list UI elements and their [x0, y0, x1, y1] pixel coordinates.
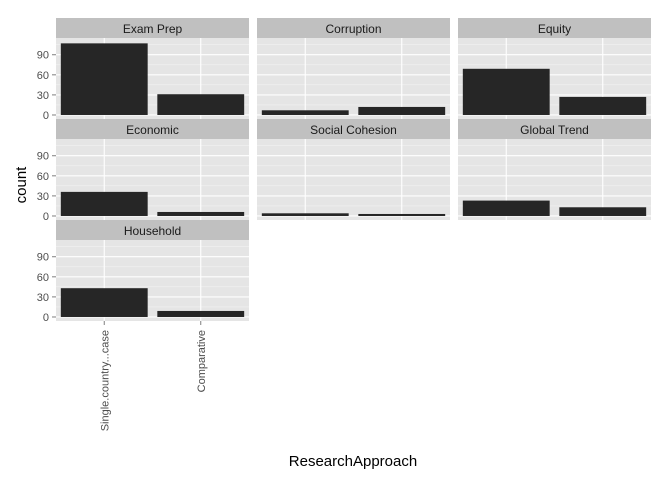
y-tick-label: 30: [37, 90, 49, 102]
y-tick-label: 90: [37, 151, 49, 163]
facet-panel: Economic 0 30 60 90: [37, 119, 249, 223]
bar: [60, 43, 148, 115]
facet-strip-label: Social Cohesion: [310, 123, 397, 137]
y-tick-label: 0: [43, 110, 49, 122]
facet-strip-label: Exam Prep: [123, 22, 183, 36]
y-tick-label: 30: [37, 191, 49, 203]
facet-panel: Corruption: [257, 18, 450, 119]
y-tick-label: 60: [37, 70, 49, 82]
facet-strip: [56, 119, 249, 139]
facet-strip-label: Global Trend: [520, 123, 589, 137]
facet-strip-label: Equity: [538, 22, 571, 36]
bar: [157, 211, 245, 216]
bar: [157, 310, 245, 317]
x-axis: Single.country...case Comparative: [99, 321, 208, 431]
bar: [559, 207, 647, 216]
y-tick-label: 30: [37, 292, 49, 304]
facet-strip: [56, 18, 249, 38]
bar: [462, 200, 550, 216]
bar: [157, 94, 245, 115]
facet-strip: [56, 220, 249, 240]
y-tick-label: 0: [43, 312, 49, 324]
bar: [60, 191, 148, 216]
x-tick-label: Comparative: [196, 330, 208, 392]
facet-strip: [257, 119, 450, 139]
facet-panel: Exam Prep 0 30 60 90: [37, 18, 249, 122]
facet-panel: Global Trend: [458, 119, 651, 220]
bar: [261, 213, 349, 216]
facet-panel: Household 0 30 60 90: [37, 220, 249, 324]
x-tick-label: Single.country...case: [99, 330, 111, 431]
facet-strip: [458, 119, 651, 139]
bar: [358, 106, 446, 115]
facet-panel: Social Cohesion: [257, 119, 450, 220]
bar: [559, 96, 647, 115]
facet-strip: [458, 18, 651, 38]
facet-strip-label: Economic: [126, 123, 179, 137]
y-tick-label: 90: [37, 252, 49, 264]
panel-background: [257, 38, 450, 119]
y-tick-label: 0: [43, 211, 49, 223]
y-tick-label: 60: [37, 171, 49, 183]
y-tick-label: 60: [37, 272, 49, 284]
bar: [358, 213, 446, 216]
x-axis-title: ResearchApproach: [289, 453, 417, 470]
y-tick-label: 90: [37, 50, 49, 62]
facet-panel: Equity: [458, 18, 651, 119]
facet-strip-label: Corruption: [325, 22, 381, 36]
bar: [261, 110, 349, 115]
bar: [60, 288, 148, 317]
facet-strip: [257, 18, 450, 38]
panel-background: [257, 139, 450, 220]
facet-strip-label: Household: [124, 224, 181, 238]
facet-panels: Exam Prep 0 30 60 90 Corruption Equity Economic…: [37, 18, 651, 431]
bar: [462, 68, 550, 115]
y-axis-title: count: [13, 166, 30, 204]
